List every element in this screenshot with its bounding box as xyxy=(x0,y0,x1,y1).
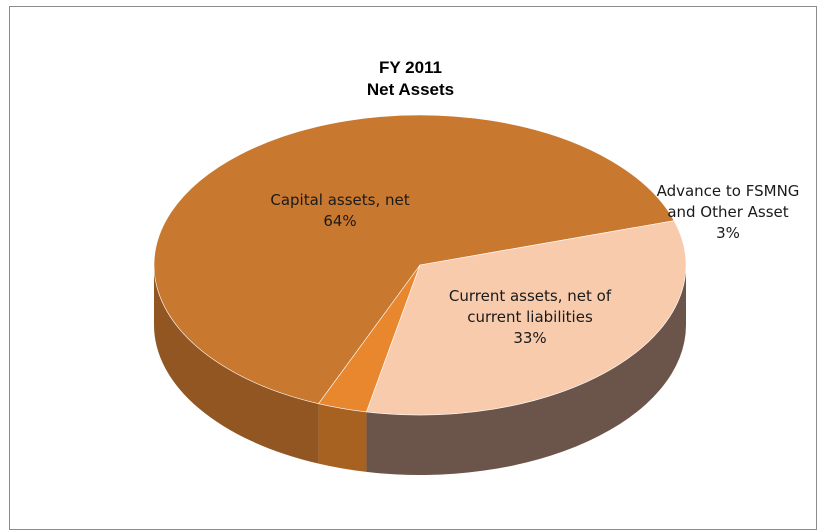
slice-label-advance-fsmng-percent: 3% xyxy=(716,224,740,242)
pie-side-0 xyxy=(154,265,319,464)
pie-side-2 xyxy=(366,265,687,476)
slice-label-current-assets-line-2: current liabilities xyxy=(467,308,593,326)
chart-title-line-1: FY 2011 xyxy=(378,58,443,77)
slice-label-current-assets-percent: 33% xyxy=(513,329,547,347)
pie-slice-0 xyxy=(153,114,675,405)
slice-label-capital-assets-percent: 64% xyxy=(323,212,357,230)
pie-slice-2 xyxy=(366,220,687,416)
slice-label-current-assets-line-1: Current assets, net of xyxy=(448,287,612,305)
pie-side-1 xyxy=(318,403,367,472)
chart-title-line-2: Net Assets xyxy=(366,80,455,99)
slice-label-advance-fsmng: Advance to FSMNG and Other Asset 3% xyxy=(648,181,808,244)
slice-label-current-assets: Current assets, net of current liabiliti… xyxy=(430,286,630,349)
slice-label-advance-fsmng-line-2: and Other Asset xyxy=(667,203,789,221)
slice-label-capital-assets-name: Capital assets, net xyxy=(270,191,410,209)
slice-label-capital-assets: Capital assets, net 64% xyxy=(270,190,410,232)
slice-label-advance-fsmng-line-1: Advance to FSMNG xyxy=(656,182,800,200)
